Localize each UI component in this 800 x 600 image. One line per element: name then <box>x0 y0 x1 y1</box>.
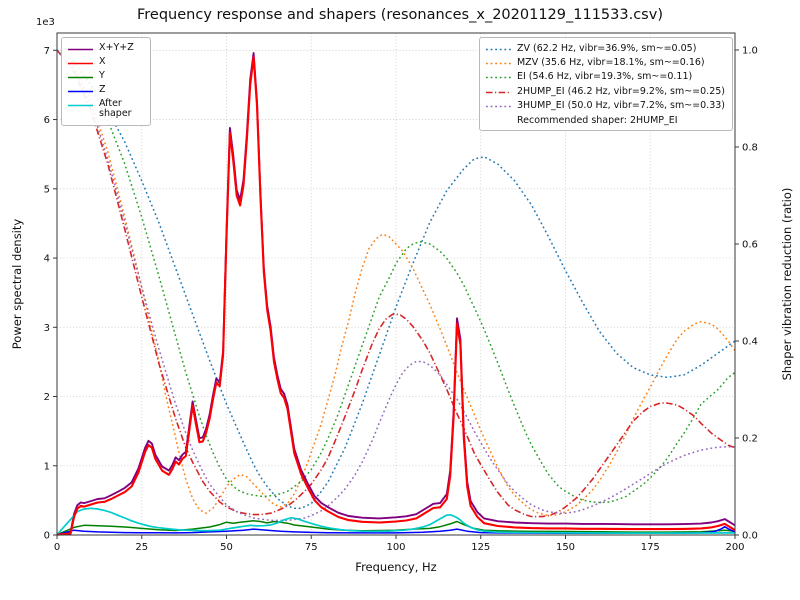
x-axis-label: Frequency, Hz <box>355 560 437 574</box>
legend-item: 2HUMP_EI (46.2 Hz, vibr=9.2%, sm~=0.25) <box>485 84 725 98</box>
legend-item: MZV (35.6 Hz, vibr=18.1%, sm~=0.16) <box>485 55 725 69</box>
y-axis-label-right: Shaper vibration reduction (ratio) <box>780 187 794 381</box>
legend-label: Z <box>99 83 106 95</box>
y-left-tick-label: 6 <box>44 115 50 126</box>
series-shaper-2hump-ei <box>56 49 736 518</box>
y-left-tick-label: 3 <box>44 323 50 334</box>
legend-line-sample-icon <box>68 104 93 106</box>
y-right-tick-label: 0.4 <box>742 336 758 347</box>
legend-item: 3HUMP_EI (50.0 Hz, vibr=7.2%, sm~=0.33) <box>485 99 725 113</box>
recommended-shaper-note: Recommended shaper: 2HUMP_EI <box>516 114 678 126</box>
x-tick-label: 25 <box>135 542 148 553</box>
x-tick-label: 150 <box>556 542 575 553</box>
legend-line-sample-icon <box>68 48 93 50</box>
y-left-tick-label: 1 <box>44 461 50 472</box>
series-shaper-ei <box>56 49 736 504</box>
legend-line-sample-icon <box>68 76 93 78</box>
legend-item: X <box>67 55 143 69</box>
legend-label: 3HUMP_EI (50.0 Hz, vibr=7.2%, sm~=0.33) <box>516 100 725 112</box>
series-shaper-3hump-ei <box>56 49 735 522</box>
y-left-tick-label: 5 <box>44 184 50 195</box>
legend-label: X <box>99 55 106 67</box>
legend-line-sample-icon <box>68 90 93 92</box>
legend-line-sample-icon <box>485 48 511 50</box>
y-right-tick-label: 0.2 <box>742 433 758 444</box>
x-tick-label: 100 <box>386 542 405 553</box>
series-shaper-mzv <box>56 49 736 517</box>
legend-line-sample-icon <box>485 76 511 79</box>
legend-item: ZV (62.2 Hz, vibr=36.9%, sm~=0.05) <box>485 41 725 55</box>
x-tick-label: 200 <box>725 542 744 553</box>
y-left-tick-label: 0 <box>44 531 50 542</box>
legend-label: X+Y+Z <box>99 41 134 53</box>
legend-item: Z <box>67 83 143 97</box>
legend-line-sample-icon <box>485 91 511 93</box>
y-left-tick-label: 4 <box>44 254 50 265</box>
legend-label: EI (54.6 Hz, vibr=19.3%, sm~=0.11) <box>516 71 693 83</box>
series-psd-x <box>56 56 736 536</box>
legend-label: 2HUMP_EI (46.2 Hz, vibr=9.2%, sm~=0.25) <box>516 85 725 97</box>
legend-item: X+Y+Z <box>67 41 143 55</box>
legend-label: ZV (62.2 Hz, vibr=36.9%, sm~=0.05) <box>516 42 697 54</box>
y-right-tick-label: 1.0 <box>742 45 758 56</box>
chart-title: Frequency response and shapers (resonanc… <box>137 7 663 23</box>
series-psd-y <box>56 520 736 536</box>
y-right-tick-label: 0.0 <box>742 531 758 542</box>
legend-line-sample-icon <box>68 62 93 64</box>
series-psd-after-shaper <box>56 507 736 536</box>
y-right-tick-label: 0.8 <box>742 142 758 153</box>
x-tick-label: 175 <box>641 542 660 553</box>
y-left-tick-label: 2 <box>44 392 50 403</box>
y-right-tick-label: 0.6 <box>742 239 758 250</box>
x-tick-label: 50 <box>220 542 233 553</box>
y-axis-multiplier-label: 1e3 <box>36 17 55 28</box>
y-axis-label-left: Power spectral density <box>10 218 24 350</box>
legend-label: MZV (35.6 Hz, vibr=18.1%, sm~=0.16) <box>516 56 705 68</box>
legend-item: After shaper <box>67 97 143 122</box>
legend-label: Y <box>99 69 105 81</box>
y-left-tick-label: 7 <box>44 46 50 57</box>
x-tick-label: 0 <box>54 542 60 553</box>
legend-item: Y <box>67 69 143 83</box>
legend-line-sample-icon <box>485 105 511 108</box>
legend-label: After shaper <box>99 97 132 120</box>
legend-item: EI (54.6 Hz, vibr=19.3%, sm~=0.11) <box>485 70 725 84</box>
legend-psd: X+Y+Z X Y Z After shaper <box>61 37 151 126</box>
x-tick-label: 75 <box>305 542 318 553</box>
legend-line-sample-icon <box>485 62 511 65</box>
x-tick-label: 125 <box>471 542 490 553</box>
legend-shapers: ZV (62.2 Hz, vibr=36.9%, sm~=0.05) MZV (3… <box>478 37 733 131</box>
